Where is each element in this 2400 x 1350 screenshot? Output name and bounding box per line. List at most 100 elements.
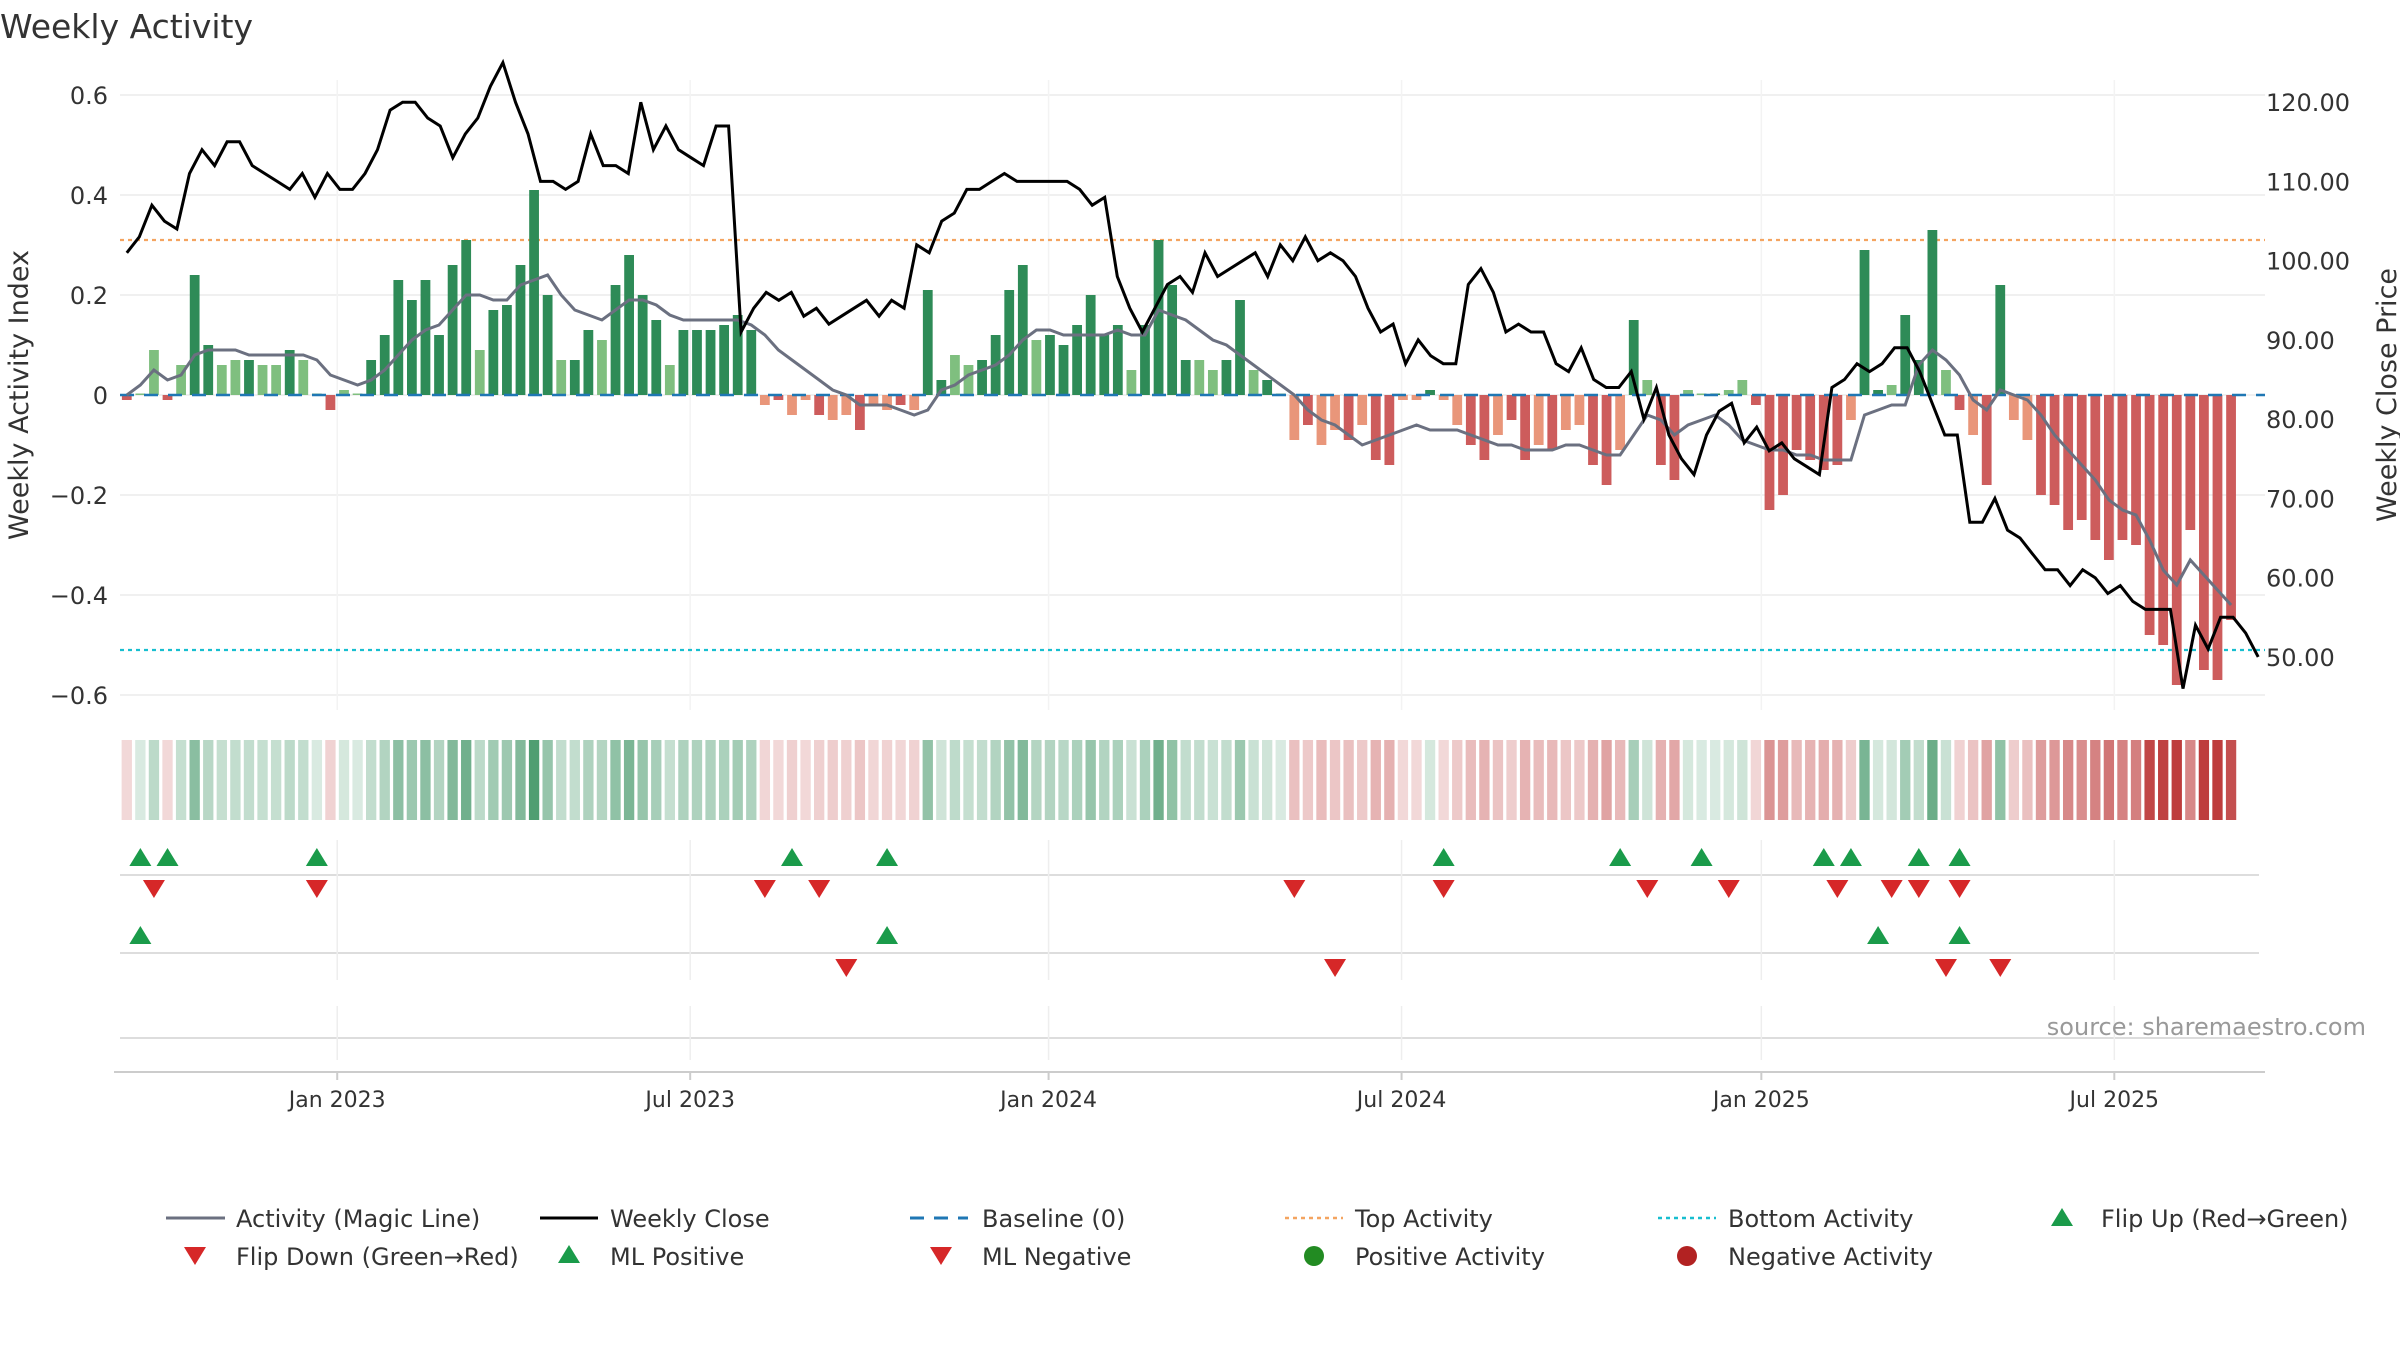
heat-cell — [1370, 740, 1381, 820]
heat-cell — [1560, 740, 1571, 820]
heat-cell — [1547, 740, 1558, 820]
activity-bars — [121, 190, 2236, 685]
flip-up-marker — [1907, 848, 1930, 866]
ml-negative-marker — [1989, 959, 2012, 977]
activity-bar — [1384, 395, 1395, 465]
left-axis-label: Weekly Activity Index — [4, 250, 35, 540]
heat-cell — [691, 740, 703, 820]
heat-cell — [976, 740, 988, 820]
flip-down-marker — [1826, 880, 1849, 898]
activity-bar — [406, 300, 417, 395]
chart-title: Weekly Activity — [0, 7, 253, 46]
heat-cell — [1221, 740, 1232, 820]
activity-bar — [1398, 395, 1408, 400]
activity-bar — [773, 395, 784, 400]
legend: Activity (Magic Line) Weekly Close Baselin… — [166, 1205, 2349, 1271]
heat-cell — [922, 740, 933, 820]
activity-bar — [2117, 395, 2128, 540]
activity-bar — [950, 355, 960, 395]
heat-cell — [461, 740, 472, 820]
activity-bar — [1601, 395, 1612, 485]
activity-bar — [189, 275, 200, 395]
activity-bar — [855, 395, 865, 430]
heat-cell — [664, 740, 675, 820]
activity-bar — [787, 395, 797, 415]
activity-bar — [284, 350, 295, 395]
activity-bar — [135, 393, 146, 395]
activity-bar — [1900, 315, 1911, 395]
heat-cell — [325, 740, 336, 820]
activity-bar — [583, 330, 594, 395]
activity-bar — [1968, 395, 1979, 435]
legend-label-flip-down: Flip Down (Green→Red) — [236, 1243, 519, 1271]
heat-cell — [569, 740, 580, 820]
activity-bar — [1873, 390, 1883, 395]
activity-bar — [2212, 395, 2223, 680]
activity-bar — [271, 365, 282, 395]
heat-cell — [203, 740, 214, 820]
activity-bar — [1045, 335, 1055, 395]
activity-bar — [542, 295, 553, 395]
left-axis: 0.6 0.4 0.2 0 −0.2 −0.4 −0.6 — [50, 82, 108, 710]
heat-cell — [501, 740, 513, 820]
heat-cell — [881, 740, 893, 820]
heat-cell — [651, 740, 662, 820]
flip-down-marker — [1948, 880, 1971, 898]
flip-down-marker — [1283, 880, 1306, 898]
legend-swatch-negative-activity — [1677, 1246, 1697, 1266]
heat-cell — [963, 740, 974, 820]
ml-negative-marker — [1934, 959, 1957, 977]
activity-bar — [1262, 380, 1273, 395]
activity-bar — [1574, 395, 1585, 425]
heat-cell — [2062, 740, 2074, 820]
y-tick-label-left: 0.2 — [70, 282, 108, 310]
heat-cell — [1696, 740, 1707, 820]
heat-cell — [1750, 740, 1762, 820]
activity-bar — [1941, 370, 1951, 395]
heat-cell — [1357, 740, 1368, 820]
legend-label-magic-line: Activity (Magic Line) — [236, 1205, 480, 1233]
heat-cell — [1669, 740, 1680, 820]
activity-bar — [882, 395, 892, 410]
heat-cell — [990, 740, 1001, 820]
heat-cell — [1587, 740, 1599, 820]
activity-bar — [1167, 285, 1178, 395]
activity-bar — [1628, 320, 1639, 395]
heat-cell — [1262, 740, 1273, 820]
heat-cell — [447, 740, 458, 820]
heat-cell — [270, 740, 282, 820]
activity-bar — [420, 280, 431, 395]
heat-cell — [1940, 740, 1952, 820]
y-tick-label-left: 0.6 — [70, 82, 108, 110]
flip-down-marker — [1717, 880, 1740, 898]
activity-bar — [2090, 395, 2101, 540]
x-tick-label: Jul 2025 — [2068, 1088, 2160, 1113]
activity-bar — [936, 380, 947, 395]
heat-cell — [528, 740, 540, 820]
x-tick-label: Jul 2024 — [1355, 1088, 1447, 1113]
heat-cell — [1207, 740, 1219, 820]
heat-cell — [243, 740, 255, 820]
source-label: source: sharemaestro.com — [2047, 1013, 2366, 1041]
activity-bar — [827, 395, 838, 420]
activity-bar — [705, 330, 716, 395]
activity-bar — [1112, 325, 1123, 395]
heat-cell — [1981, 740, 1992, 820]
heat-cell — [705, 740, 716, 820]
heat-cell — [1506, 740, 1517, 820]
activity-bar — [461, 240, 472, 395]
heat-cell — [1031, 740, 1042, 820]
heat-cell — [216, 740, 227, 820]
activity-bar — [1031, 340, 1042, 395]
heat-cell — [1302, 740, 1314, 820]
heat-cell — [1465, 740, 1476, 820]
heat-cell — [2117, 740, 2128, 820]
flip-up-marker — [305, 848, 328, 866]
activity-bar — [257, 365, 268, 395]
activity-bar — [2103, 395, 2114, 560]
reference-lines — [120, 238, 2265, 652]
heat-cell — [1384, 740, 1395, 820]
activity-bar — [2158, 395, 2169, 645]
series-lines — [120, 58, 2265, 689]
y-tick-label-left: 0 — [93, 382, 108, 410]
